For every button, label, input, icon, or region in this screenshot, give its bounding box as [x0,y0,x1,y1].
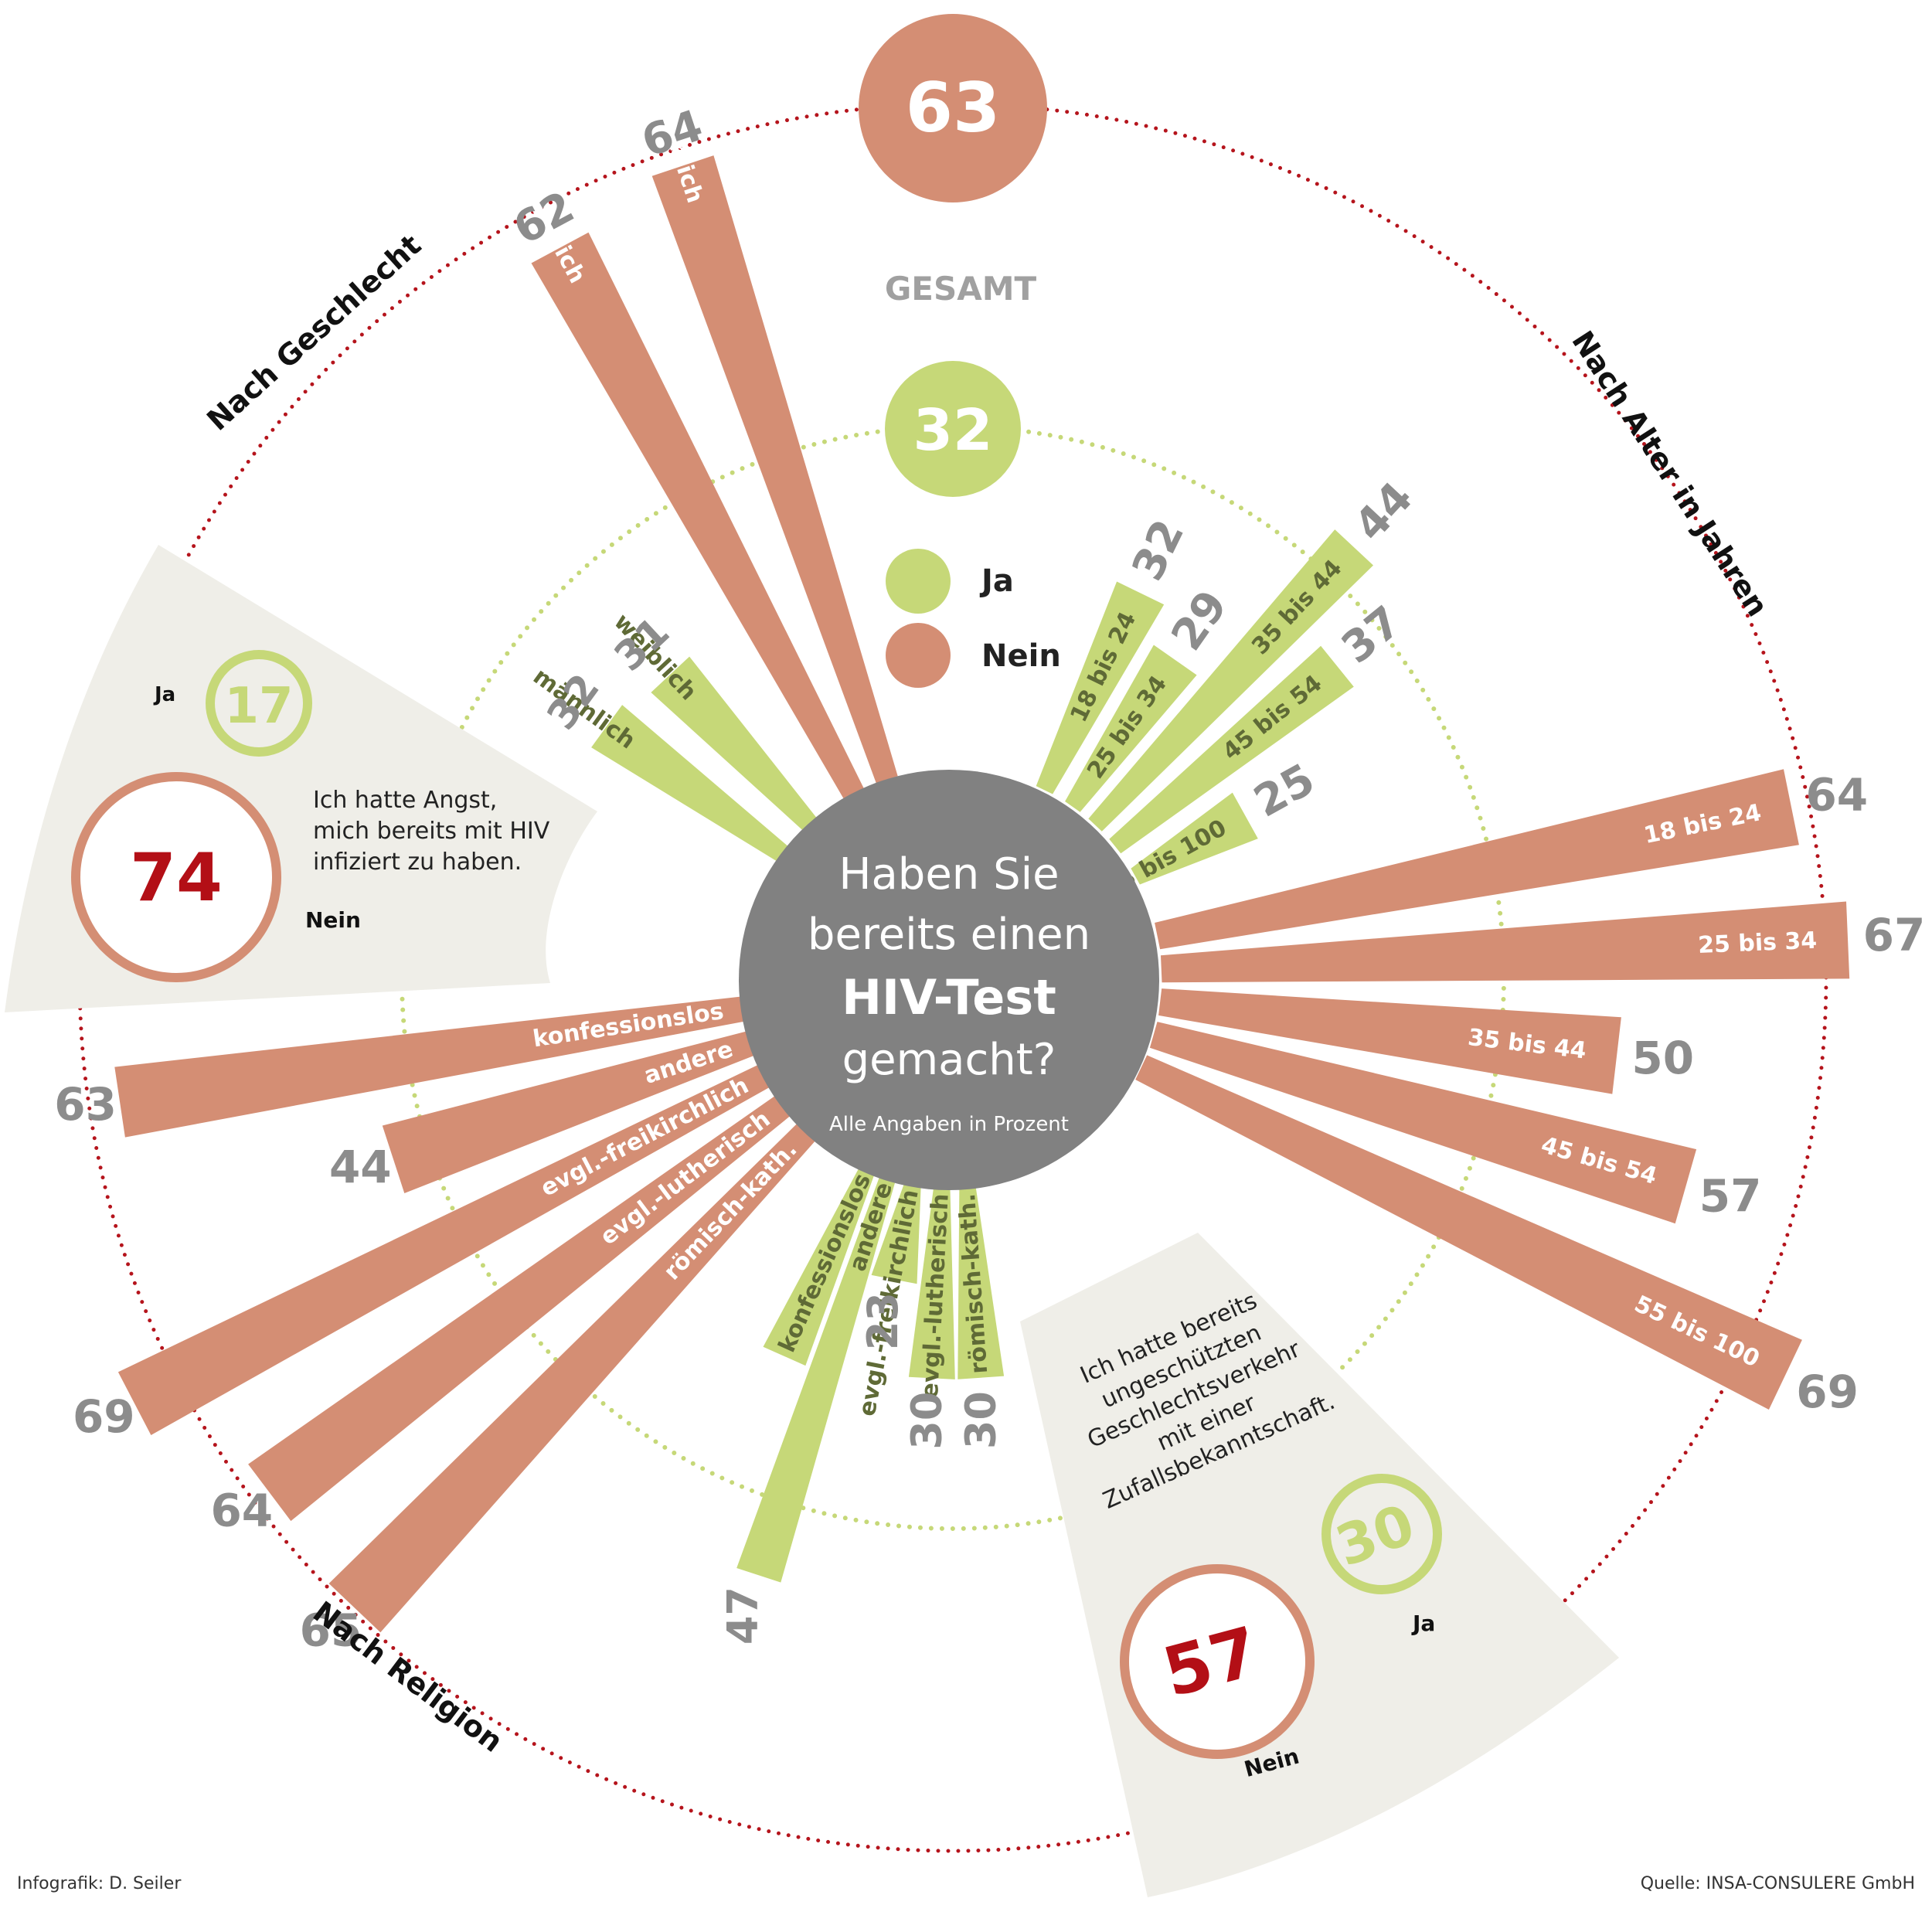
callout-angst-nein-ring [71,772,281,982]
age-ja-55-bis-100-bar [1131,792,1258,885]
question-line2: bereits einen [808,910,1090,960]
callout-angst-panel [5,545,597,1012]
religion-nein-evgl-lutherisch-bar [248,1093,794,1522]
religion-nein-evgl-freikirchlich-bar [117,1063,774,1435]
gender-ja-weiblich-bar [651,656,818,832]
gender-nein-weiblich-bar [651,155,898,784]
callout-angst-text-2: mich bereits mit HIV [313,818,550,845]
religion-nein-evgl-freikirchlich-value: 69 [73,1390,135,1443]
gender-nein-weiblich-value: 64 [636,100,709,167]
religion-ja-roemisch-kath-value: 30 [957,1391,1005,1449]
religion-nein-andere-value: 44 [329,1141,392,1193]
overall-nein-value: 63 [906,68,1000,148]
religion-ja-evgl-lutherisch-bar [908,1186,955,1379]
legend-nein-swatch [886,623,951,688]
gender-ja-maennlich-bar [591,705,790,862]
question-line4: gemacht? [842,1035,1056,1085]
callout-angst-ja-label: Ja [153,683,175,706]
callout-angst-nein-label: Nein [305,907,361,933]
callout-zufall-ja-label: Ja [1411,1611,1435,1636]
age-ja-55-bis-100-value: 25 [1246,754,1323,828]
age-nein-18-bis-24-bar [1155,769,1799,950]
age-nein-55-bis-100-bar [1135,1055,1802,1410]
religion-nein-roemisch-kath-value: 65 [300,1604,362,1656]
callout-angst-ja-value: 17 [224,678,293,735]
age-nein-25-bis-34-label: 25 bis 34 [1697,927,1817,959]
section-title-religion: Nach Religion [307,1594,509,1759]
age-ja-35-bis-44-value: 44 [1345,472,1423,550]
bars-layer [114,155,1850,1633]
religion-ja-roemisch-kath-bar [957,1185,1005,1379]
religion-nein-konfessionslos-value: 63 [54,1078,117,1131]
callout-angst-ja-ring [206,650,312,757]
religion-ja-evgl-freikirchlich-bar [871,1181,921,1284]
age-ja-45-bis-54-bar [1109,645,1354,854]
question-note: Alle Angaben in Prozent [829,1113,1069,1136]
age-nein-25-bis-34-bar [1161,901,1850,983]
section-title-age: Nach Alter in Jahren [1565,325,1774,622]
legend-nein-label: Nein [981,638,1061,674]
credit-source: Quelle: INSA-CONSULERE GmbH [1640,1874,1915,1893]
religion-nein-konfessionslos-bar [114,996,749,1138]
age-ja-18-bis-24-value: 32 [1123,512,1195,589]
callout-zufall-ja-ring [1321,1474,1442,1594]
age-nein-45-bis-54-bar [1149,1022,1697,1224]
age-nein-18-bis-24-value: 64 [1805,768,1868,821]
callout-angst-nein-value: 74 [130,839,223,917]
overall-label: GESAMT [885,270,1037,308]
age-ja-35-bis-44-bar [1088,529,1373,832]
religion-ja-evgl-freikirchlich-value: 23 [859,1292,907,1350]
section-title-gender: Nach Geschlecht [200,228,427,437]
age-nein-55-bis-100-value: 69 [1796,1366,1859,1418]
callout-angst-text-1: Ich hatte Angst, [313,787,497,814]
callout-zufall-panel [1020,1233,1619,1897]
callout-angst-text-3: infiziert zu haben. [313,849,522,876]
religion-nein-roemisch-kath-bar [328,1120,818,1633]
overall-nein-bubble [859,14,1047,202]
age-nein-35-bis-44-value: 50 [1631,1032,1694,1084]
age-nein-35-bis-44-bar [1158,988,1621,1094]
religion-ja-konfessionslos-bar [763,1165,876,1366]
question-circle [739,770,1159,1190]
question-line1: Haben Sie [838,849,1059,900]
religion-ja-evgl-lutherisch-value: 30 [903,1392,951,1450]
religion-nein-evgl-lutherisch-value: 64 [210,1485,273,1537]
overall-ja-value: 32 [913,397,993,464]
legend-ja-swatch [886,549,951,614]
age-ja-25-bis-34-bar [1065,645,1197,812]
legend-ja-label: Ja [979,563,1014,599]
question-line3: HIV-Test [842,969,1056,1026]
callout-zufall-nein-ring [1120,1564,1315,1759]
religion-ja-andere-value: 47 [718,1587,767,1645]
age-nein-25-bis-34-value: 67 [1863,909,1926,961]
age-ja-35-bis-44-label: 35 bis 44 [1247,555,1348,660]
religion-ja-andere-bar [736,1173,896,1583]
religion-nein-andere-bar [382,1030,759,1193]
age-nein-45-bis-54-value: 57 [1699,1170,1762,1223]
age-ja-25-bis-34-value: 29 [1162,581,1237,659]
age-ja-18-bis-24-bar [1036,581,1165,794]
credit-author: Infografik: D. Seiler [17,1874,182,1893]
overall-ja-bubble [885,361,1021,497]
gender-nein-maennlich-bar [531,232,864,800]
age-ja-45-bis-54-value: 37 [1332,597,1410,674]
